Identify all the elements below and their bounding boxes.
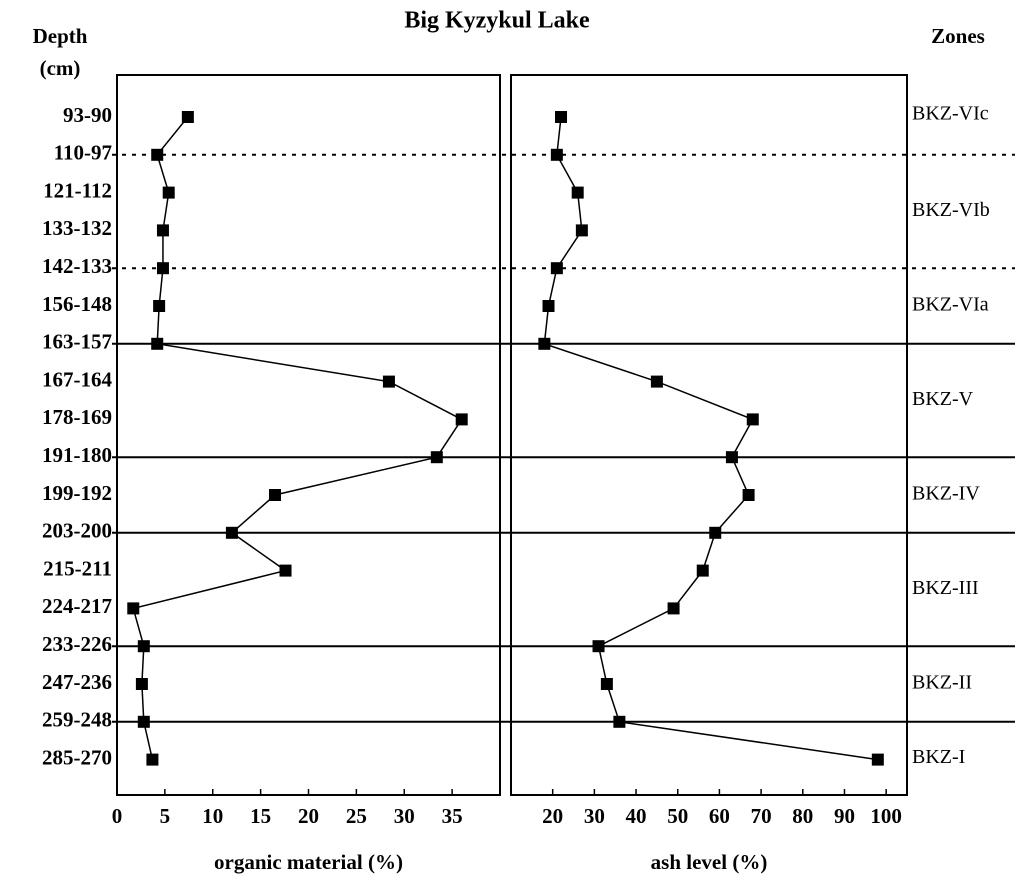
data-point: [550, 262, 563, 275]
data-point: [146, 753, 159, 766]
panel-frame: [510, 74, 908, 796]
x-tick-label: 100: [870, 804, 902, 828]
x-tick-label: 15: [250, 804, 271, 828]
y-axis-label: (cm): [40, 56, 81, 80]
data-point: [600, 678, 613, 690]
y-tick-label: 224-217: [42, 594, 112, 618]
data-point: [268, 489, 281, 501]
data-point: [137, 640, 150, 653]
data-point: [575, 224, 588, 237]
data-point: [592, 640, 605, 653]
x-tick-label: 40: [626, 804, 647, 828]
zone-label: BKZ-IV: [912, 483, 980, 505]
zones-label: Zones: [931, 24, 985, 48]
data-point: [746, 413, 759, 426]
panel-frame: [116, 74, 501, 796]
y-tick-label: 142-133: [42, 254, 112, 278]
x-tick-label: 30: [394, 804, 415, 828]
y-axis-label: Depth: [33, 24, 88, 48]
zone-label: BKZ-VIc: [912, 102, 989, 124]
zone-label: BKZ-VIa: [912, 294, 989, 316]
data-point: [156, 262, 169, 275]
data-point: [550, 148, 563, 161]
chart-title: Big Kyzykul Lake: [404, 8, 590, 34]
y-tick-label: 233-226: [42, 632, 112, 656]
data-point: [127, 602, 140, 615]
data-point: [151, 337, 164, 350]
y-tick-label: 247-236: [42, 670, 112, 694]
data-point: [137, 715, 150, 728]
x-tick-label: 5: [160, 804, 171, 828]
data-point: [430, 451, 443, 464]
data-point: [156, 224, 169, 237]
y-tick-label: 93-90: [63, 103, 112, 127]
x-axis-label: ash level (%): [651, 850, 768, 874]
y-tick-label: 156-148: [42, 292, 112, 316]
zone-label: BKZ-I: [912, 746, 965, 768]
y-tick-label: 285-270: [42, 745, 112, 769]
data-line: [543, 116, 878, 761]
zone-label: BKZ-III: [912, 577, 979, 599]
y-tick-label: 121-112: [43, 178, 112, 202]
x-tick-label: 60: [709, 804, 730, 828]
data-point: [538, 337, 551, 350]
data-point: [871, 753, 884, 766]
zone-label: BKZ-VIb: [912, 199, 990, 221]
data-point: [382, 375, 395, 388]
x-tick-label: 50: [667, 804, 688, 828]
data-point: [455, 413, 468, 426]
data-line: [132, 116, 463, 760]
y-tick-label: 191-180: [42, 443, 112, 467]
data-point: [181, 111, 194, 123]
x-tick-label: 70: [751, 804, 772, 828]
data-point: [667, 602, 680, 615]
zone-label: BKZ-II: [912, 672, 972, 694]
x-tick-label: 30: [584, 804, 605, 828]
data-point: [571, 186, 584, 199]
x-tick-label: 10: [202, 804, 223, 828]
x-tick-label: 20: [298, 804, 319, 828]
data-point: [279, 564, 292, 577]
data-point: [151, 148, 164, 161]
data-point: [153, 300, 166, 312]
y-tick-label: 178-169: [42, 405, 112, 429]
data-point: [650, 375, 663, 388]
y-tick-label: 167-164: [42, 367, 112, 391]
data-point: [135, 678, 148, 690]
data-point: [555, 111, 568, 123]
data-point: [162, 186, 175, 199]
data-point: [542, 300, 555, 312]
y-tick-label: 259-248: [42, 708, 112, 732]
y-tick-label: 133-132: [42, 216, 112, 240]
data-point: [696, 564, 709, 577]
y-tick-label: 163-157: [42, 330, 112, 354]
x-tick-label: 90: [834, 804, 855, 828]
y-tick-label: 110-97: [54, 141, 112, 165]
x-tick-label: 0: [112, 804, 123, 828]
data-point: [725, 451, 738, 464]
x-axis-label: organic material (%): [214, 850, 403, 874]
x-tick-label: 80: [792, 804, 813, 828]
x-tick-label: 20: [542, 804, 563, 828]
data-point: [225, 526, 238, 539]
x-tick-label: 25: [346, 804, 367, 828]
data-point: [709, 526, 722, 539]
y-tick-label: 203-200: [42, 519, 112, 543]
zone-label: BKZ-V: [912, 388, 974, 410]
x-tick-label: 35: [442, 804, 463, 828]
y-tick-label: 199-192: [42, 481, 112, 505]
data-point: [613, 715, 626, 728]
data-point: [742, 489, 755, 501]
y-tick-label: 215-211: [43, 556, 112, 580]
